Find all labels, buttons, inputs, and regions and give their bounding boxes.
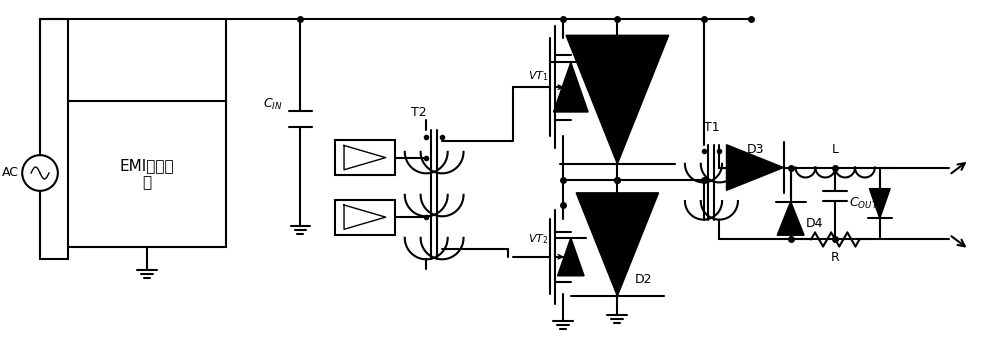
Text: AC: AC <box>2 166 19 180</box>
Text: T1: T1 <box>704 121 719 134</box>
Text: D2: D2 <box>635 273 653 286</box>
Polygon shape <box>558 238 584 276</box>
Polygon shape <box>566 35 669 164</box>
Polygon shape <box>777 201 804 235</box>
Text: $C_{OUT}$: $C_{OUT}$ <box>849 196 879 211</box>
Text: L: L <box>832 143 839 156</box>
Polygon shape <box>553 62 588 112</box>
Text: $VT_2$: $VT_2$ <box>528 233 548 246</box>
Polygon shape <box>576 193 659 296</box>
Text: D4: D4 <box>806 217 823 230</box>
FancyBboxPatch shape <box>68 101 226 247</box>
Text: D1: D1 <box>635 43 653 55</box>
Text: EMI滤波整
流: EMI滤波整 流 <box>120 158 174 190</box>
Text: D3: D3 <box>746 143 764 156</box>
Polygon shape <box>869 189 890 218</box>
Text: $C_{IN}$: $C_{IN}$ <box>263 97 283 112</box>
FancyBboxPatch shape <box>335 200 395 235</box>
FancyBboxPatch shape <box>335 140 395 175</box>
Polygon shape <box>726 145 784 190</box>
Text: $VT_1$: $VT_1$ <box>528 69 548 83</box>
Text: R: R <box>831 251 840 264</box>
Text: T2: T2 <box>411 106 427 119</box>
